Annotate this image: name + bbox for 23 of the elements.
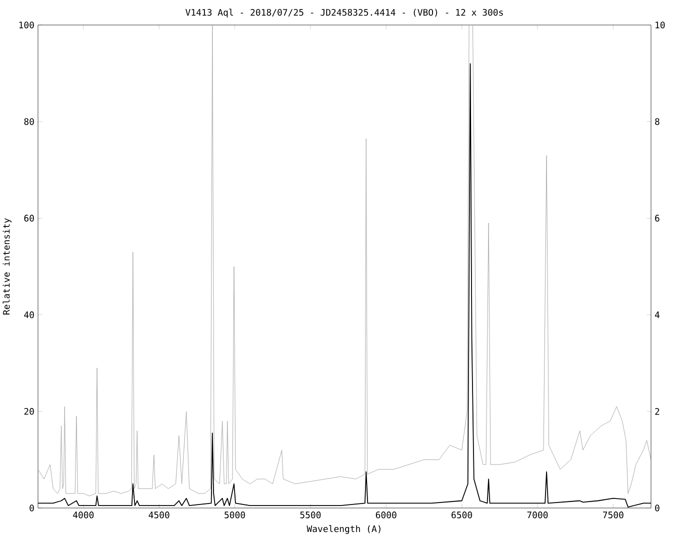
y-tick-label: 60: [24, 214, 34, 222]
y2-tick-label: 4: [654, 312, 660, 318]
y-tick-label: 80: [24, 118, 34, 125]
y-tick-label: 20: [24, 408, 34, 415]
x-tick-label: 5500: [300, 512, 321, 518]
x-axis-title: Wavelength (A): [306, 525, 380, 534]
y-axis-title: Relative intensity: [2, 218, 12, 314]
y2-tick-label: 2: [655, 408, 660, 415]
x-tick-label: 6000: [376, 512, 396, 518]
y2-tick-label: 8: [655, 118, 660, 125]
y-tick-label: 40: [24, 311, 34, 318]
x-tick-label: 6500: [452, 512, 472, 518]
y2-tick-label: 10: [656, 22, 665, 28]
chart-title: V1413 Aql - 2018/07/25 - JD2458325.4414 - (VBO) - 12 x 300s: [186, 8, 503, 18]
x-tick-label: 4000: [73, 512, 94, 518]
y2-tick-label: 6: [655, 214, 660, 222]
x-tick-label: 5000: [224, 512, 245, 518]
y-tick-label: 0: [30, 504, 34, 512]
x-tick-label: 4500: [148, 512, 170, 518]
x-tick-label: 7000: [527, 512, 548, 518]
x-tick-label: 7500: [602, 512, 624, 518]
y2-tick-label: 0: [655, 504, 660, 512]
y-tick-label: 100: [19, 22, 34, 28]
